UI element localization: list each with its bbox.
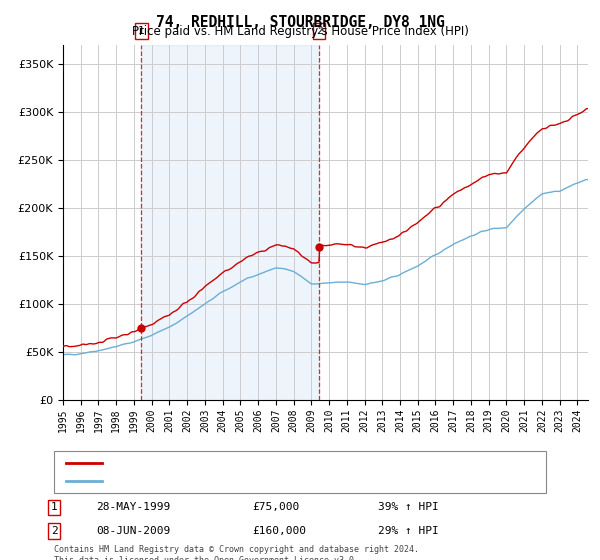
- Text: £75,000: £75,000: [252, 502, 299, 512]
- Text: 28-MAY-1999: 28-MAY-1999: [96, 502, 170, 512]
- Text: 2: 2: [50, 526, 58, 536]
- Text: 1: 1: [138, 26, 145, 36]
- Text: Contains HM Land Registry data © Crown copyright and database right 2024.
This d: Contains HM Land Registry data © Crown c…: [54, 545, 419, 560]
- Text: 1: 1: [50, 502, 58, 512]
- Text: HPI: Average price, semi-detached house, Dudley: HPI: Average price, semi-detached house,…: [108, 476, 402, 486]
- Text: £160,000: £160,000: [252, 526, 306, 536]
- Text: 39% ↑ HPI: 39% ↑ HPI: [378, 502, 439, 512]
- Text: 74, REDHILL, STOURBRIDGE, DY8 1NG (semi-detached house): 74, REDHILL, STOURBRIDGE, DY8 1NG (semi-…: [108, 458, 452, 468]
- Bar: [142, 45, 319, 400]
- Text: 74, REDHILL, STOURBRIDGE, DY8 1NG: 74, REDHILL, STOURBRIDGE, DY8 1NG: [155, 15, 445, 30]
- Text: Price paid vs. HM Land Registry's House Price Index (HPI): Price paid vs. HM Land Registry's House …: [131, 25, 469, 38]
- Text: 29% ↑ HPI: 29% ↑ HPI: [378, 526, 439, 536]
- Text: 08-JUN-2009: 08-JUN-2009: [96, 526, 170, 536]
- Text: 2: 2: [316, 26, 322, 36]
